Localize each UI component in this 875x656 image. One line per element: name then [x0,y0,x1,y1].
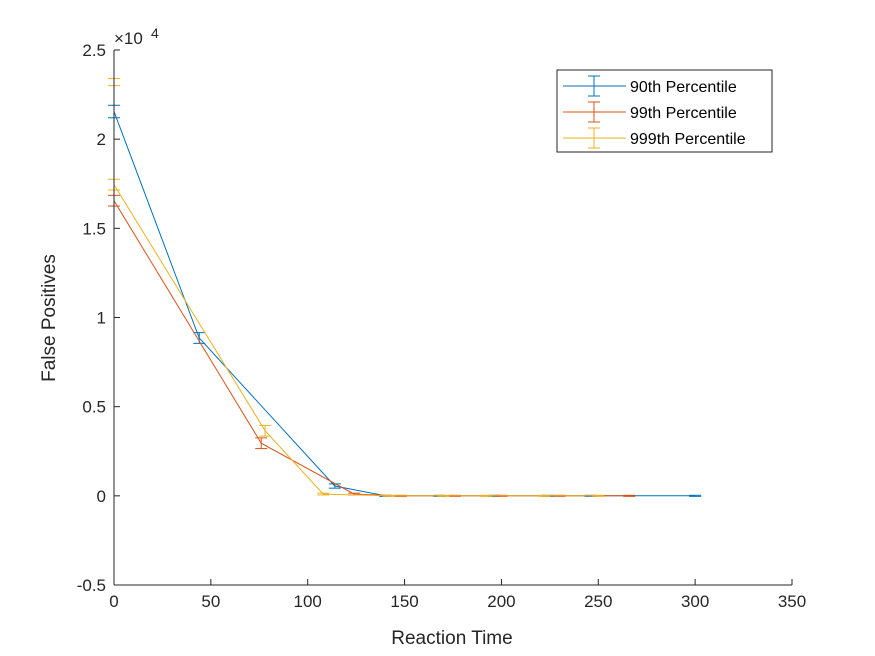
x-tick-label: 300 [681,592,709,611]
legend: 90th Percentile 99th Percentile 999th Perc… [556,69,773,153]
x-tick-label: 50 [201,592,220,611]
y-axis-title: False Positives [39,254,60,382]
error-bar [259,424,272,437]
error-bar [689,494,702,497]
error-bar [538,494,551,497]
y-tick-label: 1 [97,309,106,328]
error-bar [317,492,330,496]
y-tick-label: 2.5 [82,41,106,60]
y-tick-label: 2 [97,130,106,149]
y-tick-label: 0.5 [82,398,106,417]
error-bar [479,494,492,497]
x-tick-label: 250 [584,592,612,611]
legend-entry-1: 90th Percentile [563,75,737,97]
series-3 [108,178,605,497]
legend-entries: 90th Percentile 99th Percentile 999th Perc… [563,75,746,149]
error-bar [383,494,396,497]
y-tick-label: -0.5 [77,576,106,595]
y-tick-label: 0 [97,487,106,506]
axes: 0 50 100 150 200 250 300 350-0.500.511.522.5 [77,41,806,611]
error-bar [437,494,450,497]
y-exponent-label: ×10 [114,29,143,48]
y-exponent-power: 4 [151,25,159,41]
x-tick-label: 100 [294,592,322,611]
x-tick-label: 0 [109,592,118,611]
y-tick-label: 1.5 [82,219,106,238]
error-bar [255,437,268,450]
legend-entry-3: 999th Percentile [563,127,746,149]
legend-entry-2: 99th Percentile [563,101,737,123]
x-tick-label: 350 [778,592,806,611]
legend-label: 90th Percentile [630,79,737,96]
legend-label: 99th Percentile [630,105,737,122]
legend-label: 999th Percentile [630,131,746,148]
series-line [113,184,599,497]
error-bar [592,494,605,497]
x-axis-title: Reaction Time [391,628,512,649]
x-tick-label: 200 [487,592,515,611]
plot-marks [108,78,702,497]
x-tick-label: 150 [390,592,418,611]
error-bar [623,494,636,497]
